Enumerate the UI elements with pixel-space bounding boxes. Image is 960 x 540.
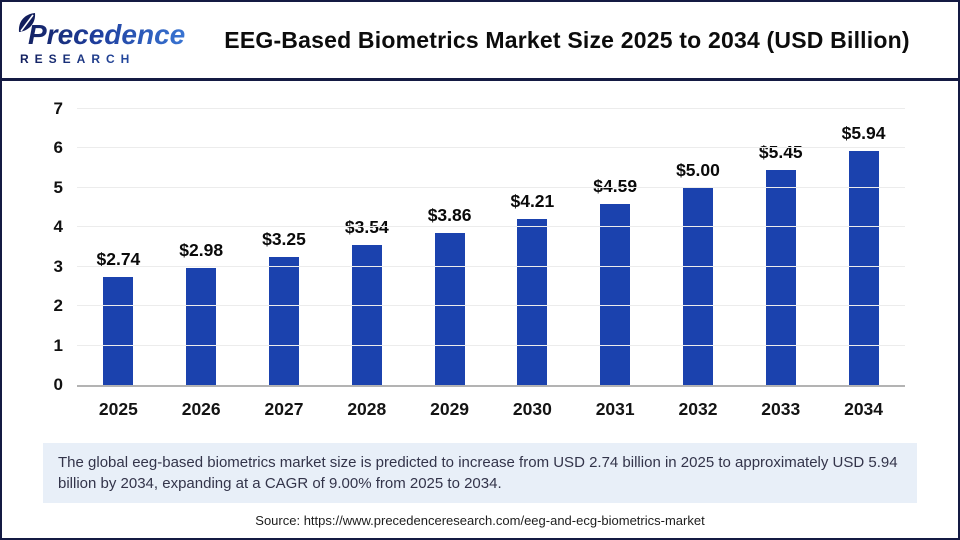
bar [848,150,879,385]
x-axis-label: 2034 [844,399,884,419]
y-axis-tick: 7 [53,99,63,118]
bar-slot: $3.25 [243,109,326,385]
bars-container: $2.74 $2.98 $3.25 $3.54 $3.86 $4.21 $4.59 $5.00… [77,109,905,385]
bar [186,267,217,385]
x-axis-label: 2026 [181,399,221,419]
y-axis-tick: 5 [53,177,63,197]
bar-value-label: $2.74 [96,248,141,269]
x-axis-label: 2029 [430,399,470,419]
bar-value-label: $5.94 [841,122,886,143]
y-axis-tick: 0 [53,375,63,394]
bar-slot: $3.86 [408,109,491,385]
logo-subtitle: RESEARCH [18,53,196,65]
bar [682,187,713,385]
x-axis-label: 2028 [347,399,387,419]
bar-slot: $2.74 [77,109,160,385]
gridline [77,265,905,267]
bar [434,232,465,385]
logo-wordmark: Precedence [18,21,196,49]
y-axis-tick: 3 [53,256,63,276]
precedence-research-logo: Precedence RESEARCH [18,13,196,65]
bar-value-label: $4.21 [510,191,555,212]
leaf-icon [18,13,36,32]
bar [517,219,548,385]
bar-slot: $3.54 [325,109,408,385]
gridline [77,108,905,109]
bar-value-label: $5.45 [758,142,803,163]
bar-value-label: $5.00 [676,159,720,180]
bar [600,204,631,385]
gridline [77,186,905,188]
bar-slot: $4.21 [491,109,574,385]
bar-slot: $4.59 [574,109,657,385]
x-axis-label: 2033 [761,399,801,419]
bar [103,276,134,385]
gridline [77,344,905,346]
bar [351,245,382,385]
x-axis-labels: 2025 2026 2027 2028 2029 2030 2031 2032 2033 2034 [77,399,905,420]
y-axis-tick: 6 [53,138,63,158]
bar-value-label: $3.86 [427,204,472,225]
bar [268,256,299,385]
x-axis-label: 2027 [264,399,304,419]
x-axis-label: 2025 [98,399,138,419]
bar-value-label: $4.59 [593,176,638,197]
bar-value-label: $3.25 [262,228,306,249]
gridline [77,305,905,307]
header: Precedence RESEARCH EEG-Based Biometrics… [2,2,958,81]
summary-callout: The global eeg-based biometrics market s… [43,443,917,503]
y-axis-tick: 2 [53,296,63,316]
plot-area: $2.74 $2.98 $3.25 $3.54 $3.86 $4.21 $4.59 $5.00… [54,99,905,394]
bar-slot: $2.98 [160,109,243,385]
x-axis-label: 2031 [595,399,635,419]
bar-value-label: $3.54 [344,217,389,238]
bar-slot: $5.94 [822,109,905,385]
gridline [77,226,905,228]
gridline [77,147,905,149]
source-line: Source: https://www.precedenceresearch.c… [255,513,705,528]
x-axis-label: 2030 [512,399,552,419]
y-axis-tick: 1 [53,335,63,355]
bar-slot: $5.45 [739,109,822,385]
bar [765,170,796,385]
chart-section: $2.74 $2.98 $3.25 $3.54 $3.86 $4.21 $4.59 $5.00… [2,81,958,433]
y-axis-tick: 4 [53,217,63,237]
bar-slot: $5.00 [657,109,740,385]
chart-title: EEG-Based Biometrics Market Size 2025 to… [224,26,910,53]
x-axis-label: 2032 [678,399,718,419]
bar-value-label: $2.98 [179,239,224,260]
